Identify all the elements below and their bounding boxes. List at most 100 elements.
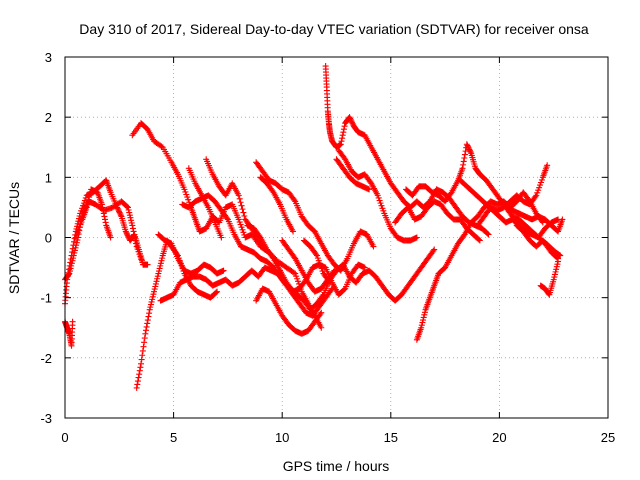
data-point	[465, 143, 472, 150]
data-point	[71, 249, 78, 256]
data-point	[536, 184, 543, 191]
data-point	[146, 306, 153, 313]
data-point	[66, 268, 73, 275]
data-point	[413, 234, 420, 241]
data-point	[76, 224, 83, 231]
data-point	[313, 251, 320, 258]
data-point	[550, 276, 557, 283]
data-point	[149, 293, 156, 300]
data-point	[238, 202, 245, 209]
data-point	[223, 215, 230, 222]
data-point	[235, 216, 242, 223]
data-point	[241, 213, 248, 220]
data-point	[291, 197, 298, 204]
data-point	[317, 262, 324, 269]
data-point	[361, 264, 368, 271]
y-tick-label: 3	[45, 50, 52, 65]
data-point	[376, 197, 383, 204]
data-point	[131, 231, 138, 238]
data-point	[124, 231, 131, 238]
data-point	[269, 254, 276, 261]
data-point	[86, 194, 93, 201]
data-point	[475, 236, 482, 243]
data-point	[346, 114, 353, 121]
data-point	[461, 151, 468, 158]
data-point	[72, 244, 79, 251]
data-point	[137, 253, 144, 260]
data-point	[141, 335, 148, 342]
data-point	[138, 256, 145, 263]
x-tick-label: 10	[275, 430, 289, 445]
data-point	[83, 204, 90, 211]
data-point	[73, 239, 80, 246]
data-point	[316, 260, 323, 267]
data-point	[123, 229, 130, 236]
data-point	[70, 252, 77, 259]
data-point	[124, 204, 131, 211]
data-point	[459, 165, 466, 172]
data-point	[73, 242, 80, 249]
y-tick-label: -1	[40, 291, 52, 306]
data-point	[347, 115, 354, 122]
data-point	[380, 207, 387, 214]
data-point	[115, 206, 122, 213]
grid-lines	[65, 57, 608, 418]
data-point	[551, 271, 558, 278]
data-point	[69, 257, 76, 264]
data-point	[467, 148, 474, 155]
axis-ticks: 0 5 10 15 20 25 -3 -2 -1 0 1 2 3	[40, 50, 615, 445]
data-point	[553, 263, 560, 270]
data-point	[100, 207, 107, 214]
data-point	[74, 229, 81, 236]
data-point	[484, 230, 491, 237]
data-point	[291, 254, 298, 261]
data-point	[460, 158, 467, 165]
data-point	[135, 374, 142, 381]
data-point	[144, 317, 151, 324]
data-point	[315, 257, 322, 264]
data-point	[125, 206, 132, 213]
data-point	[69, 318, 76, 325]
data-point	[142, 327, 149, 334]
data-point	[537, 179, 544, 186]
data-point	[238, 224, 245, 231]
data-point	[292, 270, 299, 277]
data-point	[117, 212, 124, 219]
data-point	[290, 269, 297, 276]
data-point	[77, 221, 84, 228]
data-point	[144, 320, 151, 327]
data-point	[340, 129, 347, 136]
data-point	[129, 225, 136, 232]
data-point	[555, 258, 562, 265]
data-point	[367, 179, 374, 186]
data-point	[134, 381, 141, 388]
data-point	[137, 364, 144, 371]
data-point	[370, 243, 377, 250]
data-point	[146, 310, 153, 317]
data-point	[330, 268, 337, 275]
data-point	[544, 162, 551, 169]
data-point	[559, 216, 566, 223]
data-point	[214, 288, 221, 295]
data-point	[349, 120, 356, 127]
data-point	[463, 141, 470, 148]
data-point	[213, 289, 220, 296]
data-point	[551, 274, 558, 281]
data-point	[142, 330, 149, 337]
data-point	[319, 268, 326, 275]
data-point	[532, 193, 539, 200]
data-point	[339, 135, 346, 142]
data-point	[338, 138, 345, 145]
data-point	[218, 234, 225, 241]
data-point	[124, 203, 131, 210]
data-point	[107, 234, 114, 241]
data-point	[485, 231, 492, 238]
data-point	[341, 286, 348, 293]
data-point	[420, 314, 427, 321]
data-point	[341, 123, 348, 130]
data-point	[65, 271, 72, 278]
data-point	[552, 268, 559, 275]
data-point	[557, 252, 564, 259]
data-point	[421, 309, 428, 316]
